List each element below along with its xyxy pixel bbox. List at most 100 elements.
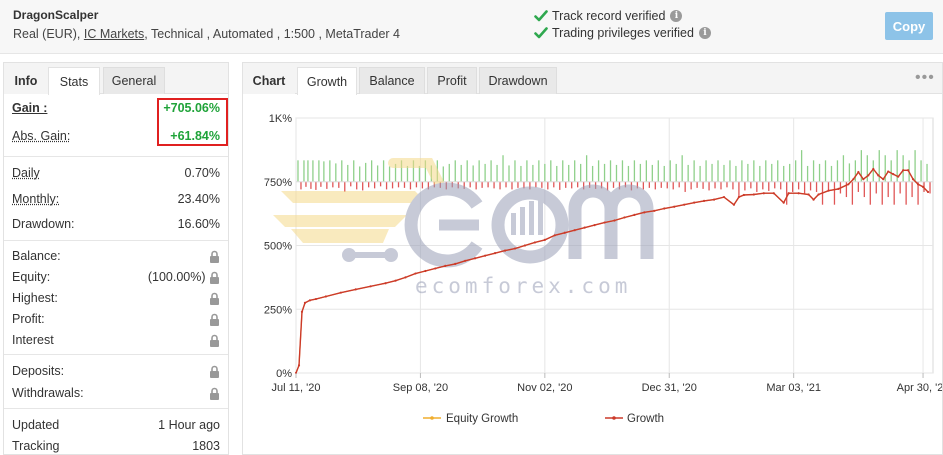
growth-point (812, 198, 815, 201)
meta-rest: , Technical , Automated , 1:500 , MetaTr… (144, 27, 400, 41)
growth-line (295, 167, 929, 374)
divider (4, 156, 228, 157)
highest-value (209, 291, 220, 306)
growth-point (643, 211, 646, 214)
growth-point (897, 175, 900, 178)
growth-point (533, 241, 536, 244)
growth-point (852, 178, 855, 181)
tracking-label: Tracking (12, 439, 60, 453)
growth-point (702, 199, 706, 202)
gain-label[interactable]: Gain : (12, 101, 48, 115)
daily-label[interactable]: Daily (12, 166, 40, 180)
growth-point (653, 209, 656, 212)
daily-bars (296, 150, 933, 205)
x-tick-label: Dec 31, '20 (642, 382, 697, 394)
system-header: DragonScalper Real (EUR), IC Markets, Te… (0, 0, 943, 54)
growth-point (663, 207, 666, 210)
info-icon[interactable]: i (698, 27, 711, 39)
withdrawals-value (209, 386, 220, 401)
legend-equity-dot (430, 416, 434, 420)
growth-point (862, 178, 865, 181)
stats-tab-bar: Info Stats General (4, 63, 228, 95)
more-options-icon[interactable]: ••• (915, 69, 935, 86)
divider (4, 240, 228, 241)
growth-point (633, 213, 636, 216)
growth-point (434, 267, 437, 270)
equity-label: Equity: (12, 270, 51, 284)
growth-point (926, 190, 930, 194)
tab-chart[interactable]: Chart (243, 67, 295, 94)
tab-stats[interactable]: Stats (48, 67, 100, 95)
tab-general[interactable]: General (103, 67, 165, 94)
equity-value: (100.00%) (148, 270, 220, 285)
growth-point (384, 282, 387, 285)
growth-point (916, 183, 920, 186)
abs-gain-label[interactable]: Abs. Gain: (12, 129, 71, 143)
growth-point (543, 238, 546, 241)
watermark-bar-4 (538, 195, 543, 235)
x-tick-label: Apr 30, '21 (897, 382, 942, 394)
balance-label: Balance: (12, 249, 61, 263)
broker-link[interactable]: IC Markets (83, 27, 145, 41)
x-tick-label: Nov 02, '20 (517, 382, 572, 394)
balance-value (209, 249, 220, 264)
watermark-cart-handle (388, 158, 444, 188)
growth-point (867, 174, 870, 177)
growth-point (693, 201, 696, 204)
tracking-value: 1803 (192, 439, 220, 453)
drawdown-label: Drawdown: (12, 217, 75, 231)
interest-value (209, 333, 220, 348)
divider (4, 354, 228, 355)
y-tick-label: 750% (264, 177, 292, 189)
growth-point (513, 247, 517, 250)
tab-balance[interactable]: Balance (359, 67, 425, 94)
lock-icon (210, 250, 219, 264)
legend-growth-dot (612, 416, 616, 420)
lock-icon (210, 271, 219, 285)
legend-equity-growth[interactable]: Equity Growth (423, 413, 518, 425)
copy-button[interactable]: Copy (885, 12, 933, 40)
watermark-bar-1 (511, 213, 516, 235)
growth-point (712, 198, 716, 201)
growth-point (563, 231, 566, 234)
track-record-verified: Track record verified i (534, 9, 683, 23)
withdrawals-label: Withdrawals: (12, 386, 84, 400)
y-tick-label: 0% (276, 368, 292, 380)
watermark-bar-2 (520, 207, 525, 235)
growth-point (857, 170, 860, 174)
growth-point (732, 203, 736, 206)
system-name: DragonScalper (13, 8, 99, 22)
monthly-label[interactable]: Monthly: (12, 192, 60, 206)
growth-point (817, 193, 820, 196)
growth-point (742, 193, 745, 197)
tab-profit[interactable]: Profit (427, 67, 477, 94)
growth-point (902, 169, 905, 172)
chart-panel: Chart Growth Balance Profit Drawdown ••• (242, 62, 943, 455)
growth-point (464, 259, 467, 262)
growth-point (503, 249, 507, 252)
check-icon (534, 10, 548, 22)
info-icon[interactable]: i (670, 10, 683, 22)
profit-value (209, 312, 220, 327)
growth-point (683, 203, 686, 206)
growth-point (603, 221, 606, 224)
growth-point (369, 285, 372, 288)
tab-drawdown[interactable]: Drawdown (479, 67, 557, 94)
growth-point (752, 193, 755, 196)
growth-point (782, 201, 785, 204)
stats-panel: Info Stats General Gain : +705.06% Abs. … (3, 62, 229, 455)
growth-point (339, 291, 342, 294)
growth-point (807, 193, 810, 196)
growth-point (424, 269, 427, 273)
legend-growth[interactable]: Growth (605, 413, 664, 425)
tab-growth[interactable]: Growth (297, 67, 357, 95)
growth-chart[interactable]: ecomforex.com 0% 250% 500% 750% 1K% Jul 11, '… (243, 63, 942, 454)
growth-point (474, 257, 477, 260)
system-meta: Real (EUR), IC Markets, Technical , Auto… (13, 27, 400, 41)
lock-icon (210, 365, 219, 379)
daily-value: 0.70% (184, 166, 220, 180)
tab-info[interactable]: Info (4, 67, 48, 94)
chart-tab-bar: Chart Growth Balance Profit Drawdown ••• (243, 63, 942, 95)
lock-icon (210, 292, 219, 306)
growth-point (444, 264, 447, 267)
